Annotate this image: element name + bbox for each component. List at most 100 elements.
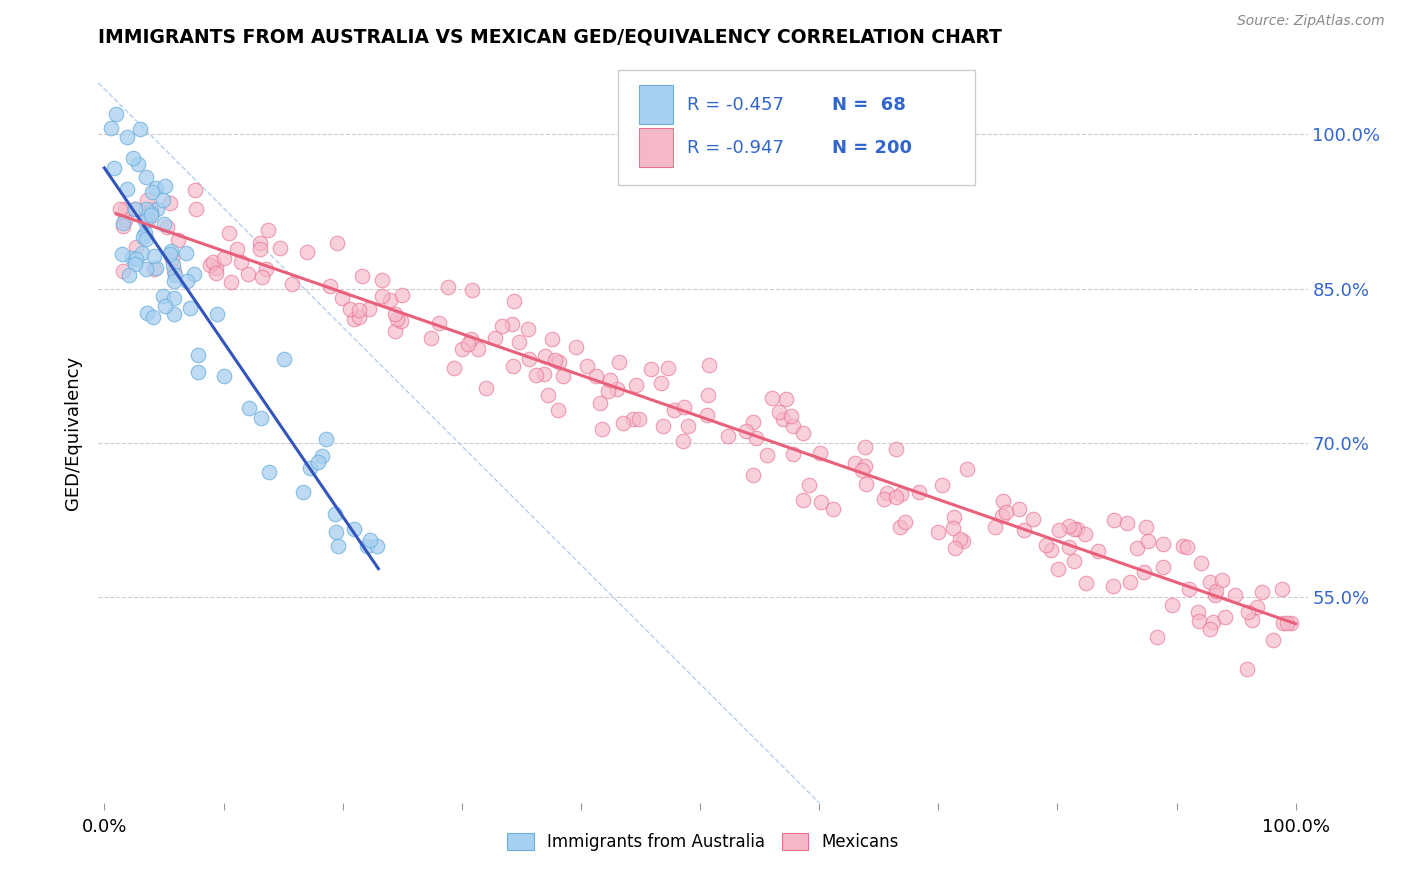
Point [112, 219, 135, 233]
Point [942, 510, 965, 524]
Point [155, 179, 177, 194]
Text: R = -0.457: R = -0.457 [688, 95, 785, 113]
Point [359, 533, 381, 547]
Point [890, 487, 912, 501]
Point [325, 524, 347, 539]
Point [1240, 613, 1263, 627]
Point [131, 246, 153, 260]
Point [745, 431, 768, 445]
Point [612, 417, 634, 431]
Point [139, 206, 162, 220]
Point [105, 107, 128, 121]
Point [461, 283, 484, 297]
Point [350, 269, 373, 284]
Point [145, 181, 167, 195]
Point [851, 463, 873, 477]
Point [1035, 538, 1057, 552]
Point [672, 434, 695, 449]
Point [281, 277, 304, 291]
Point [160, 252, 183, 266]
Point [844, 457, 866, 471]
Point [599, 373, 621, 387]
Point [315, 432, 337, 446]
Point [1057, 540, 1080, 554]
Point [810, 495, 832, 509]
Point [366, 539, 388, 553]
Point [853, 440, 876, 454]
Point [1246, 599, 1268, 614]
Point [1066, 522, 1088, 536]
Point [1223, 588, 1246, 602]
Point [742, 468, 765, 483]
Point [299, 461, 322, 475]
Point [252, 269, 274, 284]
Point [201, 255, 224, 269]
Point [143, 248, 166, 262]
Point [343, 522, 366, 536]
Point [111, 216, 134, 230]
Point [1039, 543, 1062, 558]
Point [159, 247, 181, 261]
Point [115, 129, 138, 144]
Point [717, 429, 740, 443]
Point [589, 395, 612, 409]
Point [162, 291, 184, 305]
Point [931, 478, 953, 492]
Point [949, 532, 972, 546]
Bar [638, 86, 673, 124]
Point [339, 301, 361, 316]
Point [205, 261, 228, 276]
Point [384, 324, 406, 338]
Point [607, 355, 630, 369]
Point [297, 245, 319, 260]
Point [516, 322, 538, 336]
Point [451, 342, 474, 356]
Point [1047, 523, 1070, 537]
Point [598, 384, 620, 398]
Point [585, 368, 607, 383]
Point [1057, 519, 1080, 533]
Point [135, 261, 157, 276]
Point [540, 331, 562, 345]
Point [257, 223, 280, 237]
Text: Source: ZipAtlas.com: Source: ZipAtlas.com [1237, 14, 1385, 28]
Point [782, 447, 804, 461]
Point [792, 425, 814, 440]
Point [755, 448, 778, 462]
Point [1146, 630, 1168, 644]
Point [135, 207, 157, 221]
Point [893, 515, 915, 529]
Point [1135, 520, 1157, 534]
Point [226, 242, 249, 256]
Point [114, 213, 136, 227]
Text: IMMIGRANTS FROM AUSTRALIA VS MEXICAN GED/EQUIVALENCY CORRELATION CHART: IMMIGRANTS FROM AUSTRALIA VS MEXICAN GED… [98, 28, 1002, 47]
Point [249, 236, 271, 251]
Point [1271, 582, 1294, 596]
Text: R = -0.947: R = -0.947 [688, 138, 785, 157]
Point [325, 236, 347, 251]
Point [153, 217, 176, 231]
Point [356, 539, 378, 553]
Point [576, 359, 599, 374]
Point [166, 234, 188, 248]
Point [371, 273, 394, 287]
Point [991, 493, 1014, 508]
Point [229, 254, 252, 268]
Point [330, 291, 353, 305]
Point [1152, 537, 1174, 551]
Point [1236, 606, 1258, 620]
Point [1119, 574, 1142, 589]
Point [384, 307, 406, 321]
Point [1213, 610, 1236, 624]
Point [1074, 526, 1097, 541]
Point [1211, 573, 1233, 587]
Point [1191, 556, 1213, 570]
Point [876, 486, 898, 500]
Point [163, 264, 186, 278]
Point [1204, 588, 1226, 602]
Point [956, 462, 979, 476]
Point [821, 502, 844, 516]
Point [323, 507, 346, 521]
Point [134, 227, 156, 241]
Point [152, 289, 174, 303]
